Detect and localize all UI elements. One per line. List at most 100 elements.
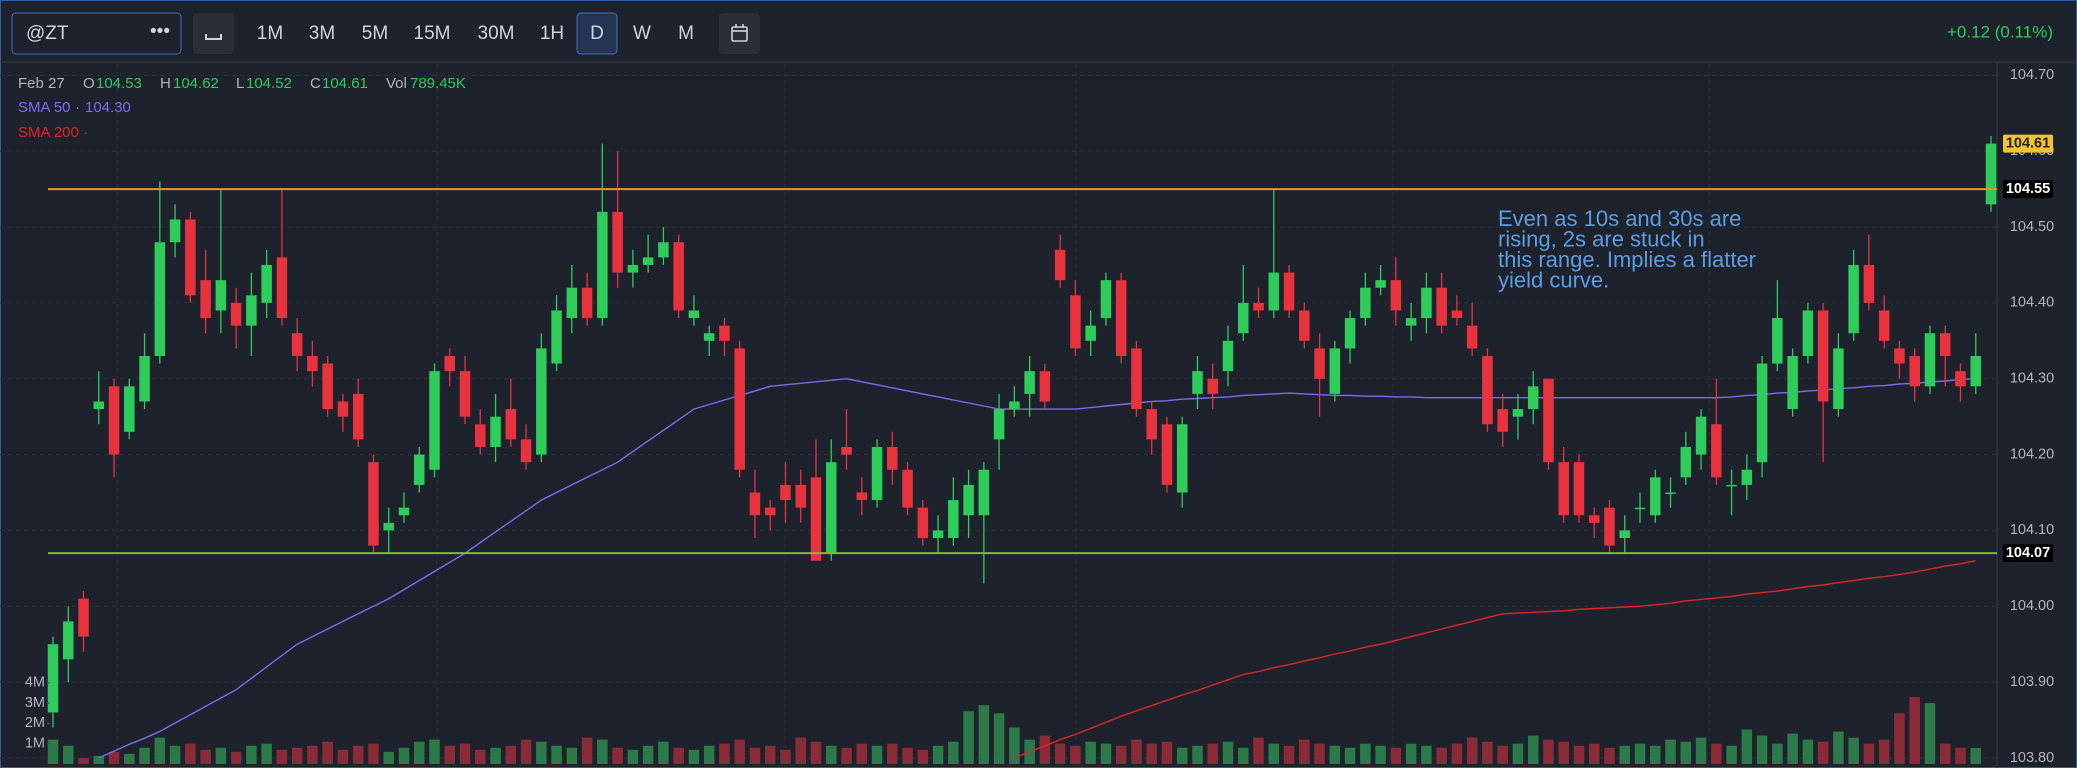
candle-body bbox=[1192, 371, 1203, 394]
candle-body bbox=[627, 264, 639, 273]
level-tag bbox=[2003, 544, 2053, 563]
interval-button[interactable]: 1M bbox=[257, 23, 283, 44]
candle-body bbox=[597, 211, 608, 319]
y-tick-label: 103.90 bbox=[2010, 674, 2054, 690]
legend-sep: · bbox=[83, 124, 88, 141]
candle-body bbox=[1283, 272, 1295, 311]
volume-bar bbox=[93, 755, 105, 764]
volume-bar bbox=[1482, 741, 1493, 764]
volume-bar bbox=[749, 747, 761, 764]
legend-name: SMA 50 bbox=[18, 99, 71, 116]
volume-bar bbox=[475, 749, 486, 764]
volume-bar bbox=[1878, 739, 1890, 764]
candle-body bbox=[1955, 371, 1966, 387]
interval-button[interactable]: M bbox=[678, 23, 694, 44]
chart-type-icon bbox=[205, 34, 222, 40]
candle-body bbox=[413, 454, 425, 485]
candle-body bbox=[1772, 318, 1783, 364]
interval-button[interactable]: 1H bbox=[540, 23, 564, 44]
chart-type-button[interactable] bbox=[193, 13, 234, 54]
volume-bar bbox=[948, 741, 959, 764]
candle-body bbox=[1909, 355, 1920, 387]
candle-body bbox=[1329, 348, 1341, 394]
volume-bar bbox=[658, 741, 669, 764]
interval-button[interactable]: W bbox=[633, 23, 651, 44]
annotation-line: rising, 2s are stuck in bbox=[1498, 226, 1705, 251]
volume-bar bbox=[1085, 741, 1096, 764]
candle-body bbox=[1573, 462, 1585, 516]
volume-bar bbox=[78, 757, 89, 764]
candle-body bbox=[1314, 348, 1325, 379]
volume-bar bbox=[764, 745, 776, 764]
candle-body bbox=[1466, 325, 1478, 349]
candle-body bbox=[1680, 446, 1692, 478]
candle-body bbox=[1009, 401, 1020, 410]
interval-button[interactable]: D bbox=[590, 23, 604, 44]
candle-body bbox=[871, 446, 883, 501]
ohlc-header: Feb 27 bbox=[18, 75, 65, 92]
volume-bar bbox=[902, 747, 913, 764]
volume-bar bbox=[963, 711, 974, 764]
volume-bar bbox=[841, 747, 852, 764]
volume-bar bbox=[1604, 747, 1615, 764]
candle-body bbox=[734, 348, 745, 470]
candle-body bbox=[1726, 484, 1737, 487]
interval-button[interactable]: 3M bbox=[309, 23, 335, 44]
volume-bar bbox=[1665, 739, 1676, 764]
ohlc-header: 104.62 bbox=[173, 75, 219, 92]
y-tick-label: 104.50 bbox=[2010, 219, 2054, 235]
volume-bar bbox=[1329, 745, 1341, 764]
volume-bar bbox=[1497, 745, 1508, 764]
volume-bar bbox=[1268, 743, 1280, 764]
volume-bar bbox=[719, 743, 730, 764]
candle-body bbox=[322, 363, 333, 410]
candle-body bbox=[200, 280, 211, 319]
volume-bar bbox=[1390, 747, 1402, 764]
candle-body bbox=[1115, 280, 1127, 356]
candle-body bbox=[749, 492, 761, 516]
volume-tick-label: 4M bbox=[25, 675, 45, 691]
ohlc-header: 789.45K bbox=[410, 75, 466, 92]
candle-body bbox=[1482, 355, 1493, 425]
interval-button[interactable]: 30M bbox=[478, 23, 515, 44]
volume-bar bbox=[1741, 729, 1753, 764]
candle-body bbox=[932, 530, 944, 538]
candle-body bbox=[642, 257, 654, 265]
ohlc-header: Vol bbox=[386, 75, 407, 92]
interval-button[interactable]: 5M bbox=[362, 23, 388, 44]
candle-body bbox=[1985, 143, 1997, 205]
ohlc-header: 104.52 bbox=[246, 75, 292, 92]
symbol-text: @ZT bbox=[26, 23, 69, 44]
symbol-input[interactable] bbox=[11, 12, 182, 55]
volume-bar bbox=[1634, 743, 1646, 764]
candle-body bbox=[1253, 302, 1264, 311]
candle-body bbox=[566, 287, 578, 319]
candle-body bbox=[826, 462, 837, 554]
candle-body bbox=[810, 477, 822, 561]
volume-bar bbox=[1100, 743, 1112, 764]
candle-body bbox=[551, 310, 562, 364]
symbol-menu[interactable]: ••• bbox=[150, 21, 170, 42]
volume-bar bbox=[1924, 703, 1936, 764]
y-tick-label: 104.70 bbox=[2010, 67, 2054, 83]
volume-bar bbox=[1146, 743, 1157, 764]
candle-body bbox=[1588, 515, 1600, 523]
candle-body bbox=[1878, 310, 1890, 341]
volume-bar bbox=[1421, 745, 1432, 764]
candle-body bbox=[1054, 249, 1066, 281]
date-range-button[interactable] bbox=[719, 13, 760, 54]
volume-bar bbox=[1222, 741, 1234, 764]
candle-body bbox=[1360, 287, 1371, 319]
ohlc-header: H bbox=[160, 75, 171, 92]
plot bbox=[0, 74, 1997, 764]
volume-bar bbox=[1817, 741, 1829, 764]
volume-bar bbox=[1039, 735, 1051, 764]
volume-bar bbox=[1939, 743, 1951, 764]
candle-body bbox=[108, 386, 120, 455]
interval-button[interactable]: 15M bbox=[414, 23, 451, 44]
last-price-label: 104.61 bbox=[2006, 135, 2050, 151]
sma-line bbox=[1014, 560, 1976, 759]
volume-tick-label: 2M bbox=[25, 715, 45, 731]
volume-bar bbox=[1588, 743, 1600, 764]
volume-bar bbox=[1772, 743, 1783, 764]
